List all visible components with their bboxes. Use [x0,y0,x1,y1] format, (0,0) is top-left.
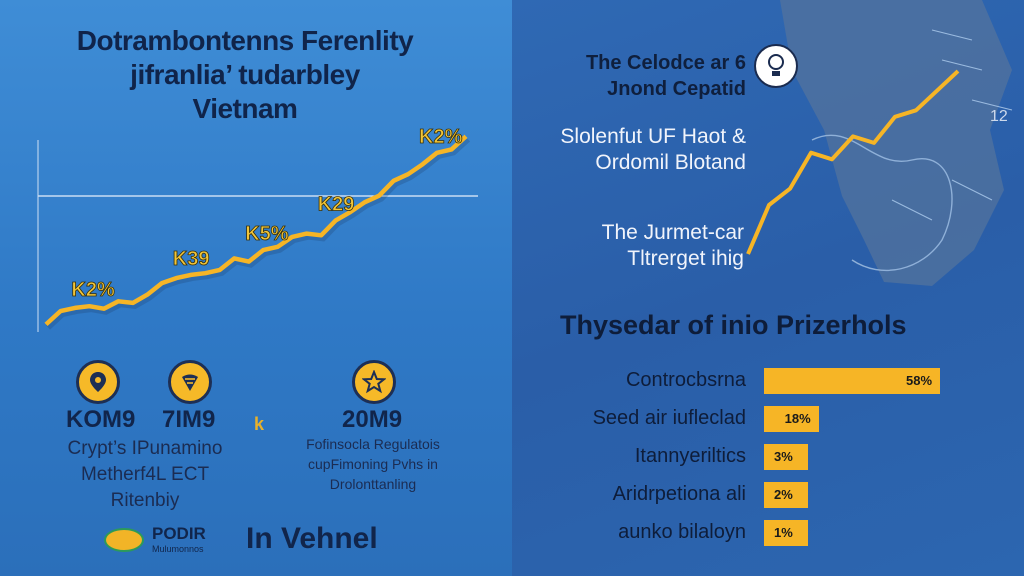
bar-label-5: aunko bilaloyn [618,521,746,543]
bar-label-2: Seed air iufleclad [592,407,746,429]
logo-name: PODIR [152,524,206,543]
lamp-icon [754,44,798,88]
growth-annotation-1: K2% [71,279,115,301]
growth-line [44,134,468,327]
bar-value-5: 1% [774,525,793,540]
bar-value-1: 58% [906,373,933,388]
pin-icon [76,360,120,404]
logo-tagline: Mulumonnos [152,544,204,554]
growth-annotation-5: K2% [419,126,463,148]
growth-line-shadow [45,137,471,330]
bar-1 [764,368,940,394]
stat-desc-3-line-2: cupFimoning Pvhs in [308,456,438,472]
bar-4 [764,482,808,508]
stat-mark: k [254,414,265,434]
right-subtitle-2-line-1: The Jurmet-car [601,221,744,244]
stat-year-1: KOM9 [66,406,136,433]
bar-2 [764,406,819,432]
bar-3 [764,444,808,470]
right-heading-line-1: The Celodce ar 6 [585,52,746,74]
bar-value-2: 18% [784,411,811,426]
map-graphic [746,0,1013,286]
bar-label-3: Itannyeriltics [634,445,746,467]
chart-title-line-1: Dotrambontenns Ferenlity [76,25,414,56]
bar-value-3: 3% [774,449,793,464]
stat-desc-1-line-3: Ritenbiy [110,490,180,511]
growth-annotation-4: K29 [318,193,355,215]
logo-emblem-icon [104,528,144,552]
map-lines [891,29,1013,221]
stat-desc-1-line-2: Metherf4L ECT [80,464,210,485]
logo: PODIR Mulumonnos [104,524,244,556]
tag-icon [168,360,212,404]
map-number: 12 [990,108,1008,125]
chart-title-line-3: Vietnam [192,93,298,124]
bar-value-4: 2% [774,487,793,502]
stat-year-2: 7IM9 [162,406,216,433]
map-trend-line [746,69,960,255]
stat-desc-3-line-1: Fofinsocla Regulatois [306,436,440,452]
bar-5 [764,520,808,546]
left-panel: Dotrambontenns Ferenlity jifranlia’ tuda… [0,0,512,576]
right-panel: 12 The Celodce ar 6 Jnond Cepatid Slolen… [512,0,1024,576]
map-shape [780,0,1012,286]
footer-text: In Vehnel [246,522,378,555]
right-subtitle-1-line-1: Slolenfut UF Haot & [560,125,746,148]
stat-year-3: 20M9 [342,406,403,433]
growth-annotation-3: K5% [245,223,289,245]
stat-desc-3-line-3: Drolonttanling [329,476,417,492]
map-outline [811,134,953,272]
star-icon [352,360,396,404]
stat-desc-1-line-1: Crypt’s IPunamino [67,438,223,459]
chart-title-line-2: jifranlia’ tudarbley [130,59,360,90]
growth-line-chart: K2% K39 K5% K29 K2% [37,125,478,332]
right-heading-line-2: Jnond Cepatid [607,78,746,100]
bar-label-4: Aridrpetiona ali [612,483,746,505]
growth-annotation-2: K39 [173,248,210,270]
right-subtitle-1-line-2: Ordomil Blotand [595,151,746,174]
right-subtitle-2-line-2: Tltrerget ihig [627,247,744,270]
bar-chart-title: Thysedar of inio Prizerhols [560,310,907,340]
bar-label-1: Controcbsrna [625,369,746,391]
